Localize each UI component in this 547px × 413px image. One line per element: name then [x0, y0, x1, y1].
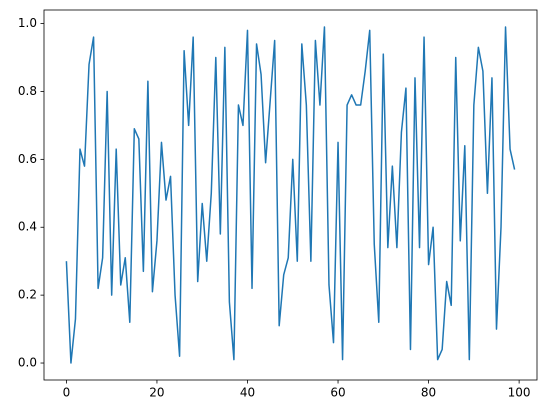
x-tick-label: 40: [240, 386, 255, 400]
line-series: [65, 26, 516, 364]
y-tick-label: 0.4: [18, 220, 37, 234]
y-tick-label: 0.6: [18, 152, 37, 166]
x-tick-label: 80: [421, 386, 436, 400]
x-tick-label: 60: [330, 386, 345, 400]
y-tick-label: 0.0: [18, 356, 37, 370]
x-tick-label: 0: [63, 386, 71, 400]
y-tick-label: 1.0: [18, 16, 37, 30]
x-tick-label: 20: [149, 386, 164, 400]
y-tick-label: 0.8: [18, 84, 37, 98]
y-tick-label: 0.2: [18, 288, 37, 302]
axes-frame: [43, 9, 538, 381]
x-tick-label: 100: [508, 386, 531, 400]
